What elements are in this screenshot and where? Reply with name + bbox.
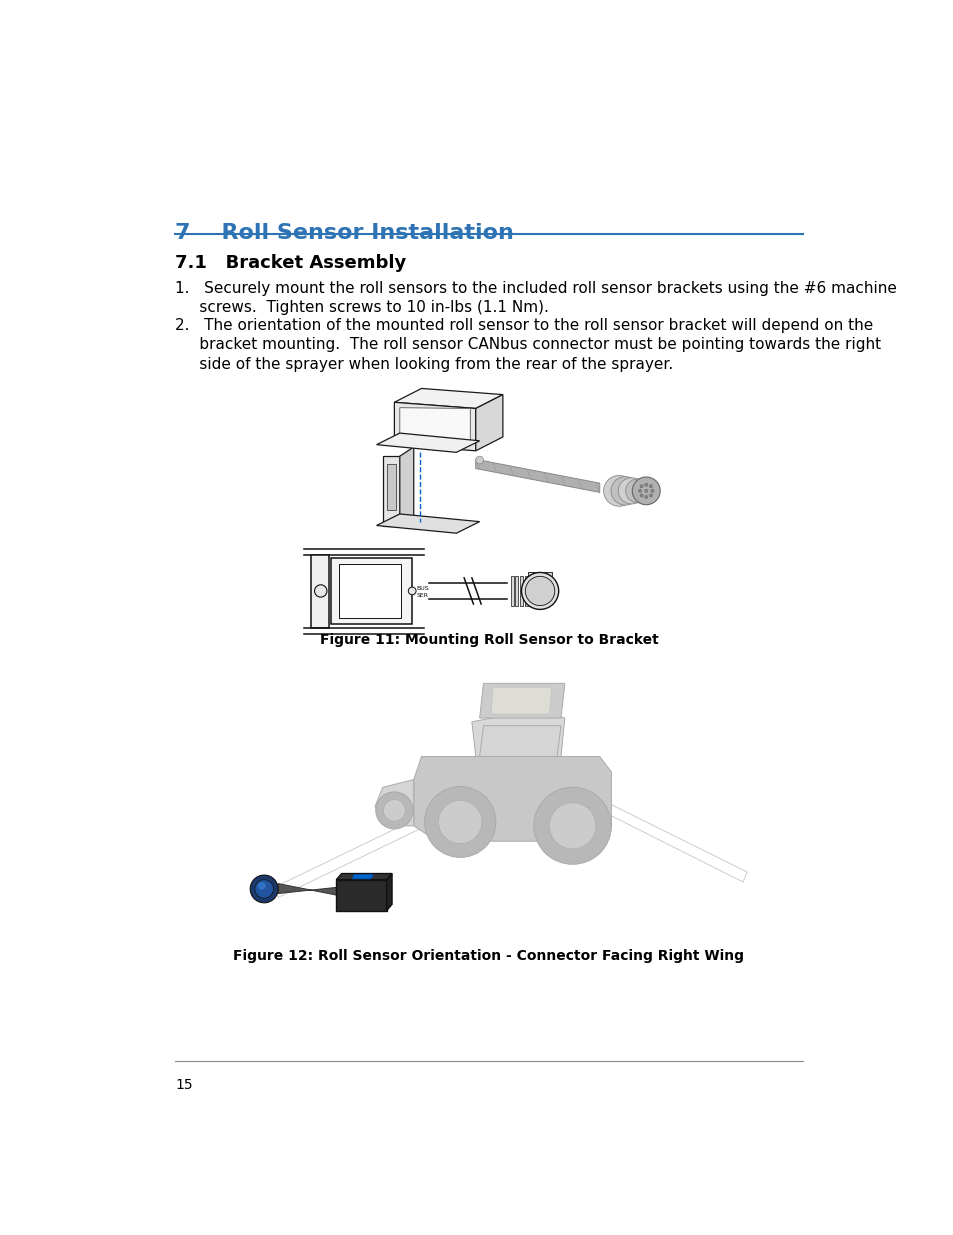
Circle shape [408,587,416,595]
Circle shape [525,577,555,605]
Polygon shape [476,459,599,493]
Polygon shape [274,818,421,898]
Polygon shape [352,874,373,879]
Text: 7    Roll Sensor Installation: 7 Roll Sensor Installation [174,222,514,243]
Circle shape [250,876,278,903]
Polygon shape [386,464,395,510]
Text: Figure 12: Roll Sensor Orientation - Connector Facing Right Wing: Figure 12: Roll Sensor Orientation - Con… [233,948,743,963]
Bar [529,577,532,605]
Polygon shape [335,873,392,879]
Polygon shape [603,803,746,882]
Circle shape [424,787,496,857]
Text: 2.   The orientation of the mounted roll sensor to the roll sensor bracket will : 2. The orientation of the mounted roll s… [174,317,881,372]
Circle shape [549,803,596,848]
Circle shape [632,477,659,505]
Polygon shape [375,779,414,826]
Polygon shape [479,726,560,757]
Polygon shape [479,683,564,718]
Polygon shape [386,873,392,910]
Circle shape [644,495,647,499]
Bar [519,577,522,605]
Bar [331,558,412,624]
Polygon shape [399,408,470,446]
Circle shape [534,787,611,864]
Polygon shape [394,403,476,451]
Bar [524,577,527,605]
Text: SER: SER [416,593,429,598]
Bar [515,577,517,605]
Bar [510,577,513,605]
Circle shape [639,494,642,496]
Bar [338,564,400,618]
Polygon shape [399,447,414,526]
Polygon shape [376,433,479,452]
Circle shape [618,478,644,504]
Bar [527,572,552,577]
Polygon shape [382,456,399,526]
Circle shape [603,475,634,506]
Polygon shape [472,710,564,757]
Circle shape [314,585,327,597]
Text: 15: 15 [174,1078,193,1093]
Text: BUS: BUS [416,585,429,590]
Circle shape [644,483,647,487]
Circle shape [254,879,274,898]
Circle shape [610,477,639,505]
Polygon shape [394,389,502,409]
Circle shape [438,800,481,844]
Polygon shape [335,879,386,910]
Polygon shape [476,395,502,451]
Circle shape [521,573,558,609]
Bar [311,555,328,627]
Polygon shape [414,757,611,841]
Polygon shape [376,514,479,534]
Circle shape [639,484,642,488]
Circle shape [650,489,654,493]
Circle shape [649,494,652,496]
Text: 1.   Securely mount the roll sensors to the included roll sensor brackets using : 1. Securely mount the roll sensors to th… [174,280,896,315]
Polygon shape [491,687,551,714]
Circle shape [476,456,483,464]
Circle shape [649,484,652,488]
Circle shape [633,480,654,501]
Text: Figure 11: Mounting Roll Sensor to Bracket: Figure 11: Mounting Roll Sensor to Brack… [319,634,658,647]
Circle shape [638,489,641,493]
Polygon shape [278,883,335,895]
Circle shape [257,882,266,889]
Circle shape [375,792,413,829]
Circle shape [625,479,649,503]
Circle shape [383,799,405,821]
Circle shape [644,489,647,493]
Text: 7.1   Bracket Assembly: 7.1 Bracket Assembly [174,254,406,273]
